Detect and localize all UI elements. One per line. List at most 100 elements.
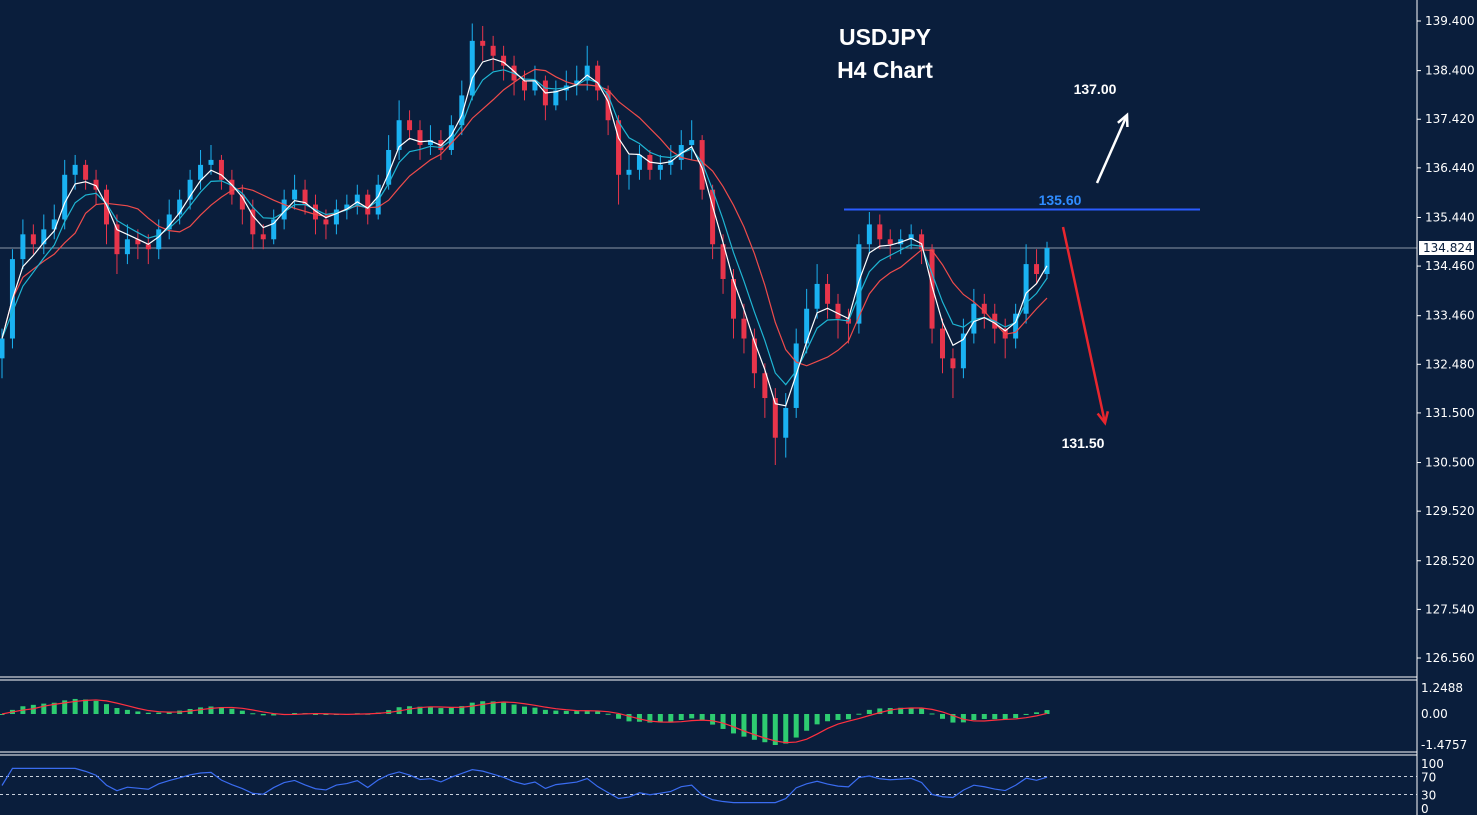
candle-body: [553, 90, 559, 106]
macd-panel: 1.2488 0.00 -1.4757: [0, 681, 1467, 752]
candle-body: [386, 149, 392, 185]
candle-body: [365, 194, 371, 215]
down-arrow-icon-shaft: [1061, 226, 1107, 424]
candle: [333, 199, 339, 235]
macd-histogram-bar: [845, 714, 851, 720]
candle: [20, 219, 26, 270]
candle: [971, 288, 977, 344]
candle: [344, 194, 350, 220]
candle-body: [699, 140, 705, 190]
candle-body: [459, 95, 465, 126]
candle-body: [177, 199, 183, 215]
candle-body: [866, 224, 872, 245]
macd-histogram-bar: [647, 714, 653, 723]
rsi-tick-label: 70: [1421, 771, 1436, 785]
macd-histogram-bar: [198, 707, 204, 714]
ma-slow-line: [1, 68, 1048, 367]
candle-body: [281, 199, 287, 220]
current-price-box: [1419, 241, 1474, 255]
candle: [354, 184, 360, 215]
chart-title-symbol: USDJPY: [839, 24, 931, 50]
candle-body: [950, 358, 956, 369]
macd-histogram-bar: [835, 714, 841, 720]
candle-body: [668, 159, 674, 165]
candle: [124, 224, 130, 265]
candle: [887, 229, 893, 260]
candle-body: [83, 164, 89, 180]
macd-histogram-bar: [940, 714, 945, 719]
candle: [62, 159, 68, 230]
candle: [145, 234, 151, 265]
candle: [281, 189, 287, 230]
candle-body: [616, 120, 622, 175]
y-tick-label: 134.460: [1425, 259, 1475, 273]
candle-body: [501, 55, 507, 66]
candle: [114, 214, 120, 275]
candle-body: [354, 194, 360, 205]
candle-body: [427, 140, 433, 146]
candle: [751, 328, 757, 389]
candle-body: [407, 120, 413, 131]
y-tick-label: 139.400: [1425, 14, 1475, 28]
candle-body: [490, 45, 496, 56]
macd-histogram-bar: [574, 711, 580, 714]
candle-body: [772, 398, 778, 438]
candle-body: [229, 179, 235, 195]
candle: [574, 65, 580, 96]
candle: [553, 80, 559, 111]
candle-body: [20, 234, 26, 260]
candle-body: [417, 130, 423, 146]
macd-histogram-bar: [135, 711, 141, 714]
macd-histogram-bar: [992, 714, 998, 720]
candle-body: [856, 244, 862, 324]
up-arrow-icon-shaft: [1095, 114, 1129, 184]
candle-body: [72, 164, 78, 175]
down-arrow-icon-head: [1096, 411, 1110, 426]
candle: [93, 169, 99, 205]
candle-body: [887, 239, 893, 245]
macd-histogram-bar: [668, 714, 674, 722]
candle-body: [302, 189, 308, 205]
candle: [417, 120, 423, 160]
macd-histogram-bar: [250, 713, 256, 715]
candle-body: [218, 159, 224, 180]
candle: [83, 159, 89, 190]
macd-histogram-bar: [417, 706, 423, 714]
candle-body: [804, 308, 810, 344]
candle-body: [532, 80, 538, 91]
macd-histogram-bar: [104, 704, 109, 714]
candle-body: [250, 209, 256, 235]
candle-body: [908, 234, 914, 240]
candle-body: [783, 407, 789, 438]
macd-histogram-bar: [616, 714, 622, 719]
candle: [51, 204, 57, 240]
candle: [657, 154, 663, 180]
candle: [511, 55, 517, 96]
candle-body: [0, 338, 5, 359]
macd-histogram-bar: [981, 714, 987, 720]
macd-histogram-bar: [825, 714, 831, 722]
candle: [396, 100, 402, 160]
macd-histogram-bar: [636, 714, 642, 722]
candle: [762, 363, 768, 418]
candle-body: [104, 189, 109, 225]
macd-histogram-bar: [438, 708, 444, 714]
macd-histogram-bar: [751, 714, 757, 740]
macd-histogram-bar: [741, 714, 747, 737]
macd-histogram-bar: [542, 709, 548, 714]
candle: [814, 264, 820, 319]
candle-body: [239, 194, 245, 210]
candle: [1013, 303, 1019, 349]
y-tick-label: 126.560: [1425, 651, 1475, 665]
macd-histogram-bar: [407, 706, 413, 714]
candle-body: [731, 278, 736, 319]
macd-histogram-bar: [93, 700, 99, 714]
macd-tick-label: -1.4757: [1421, 738, 1467, 752]
candle-body: [678, 145, 684, 160]
candle: [595, 60, 601, 101]
macd-histogram-bar: [239, 710, 245, 714]
candle: [678, 130, 684, 170]
rsi-tick-label: 0: [1421, 802, 1429, 815]
macd-histogram-bar: [814, 714, 820, 725]
